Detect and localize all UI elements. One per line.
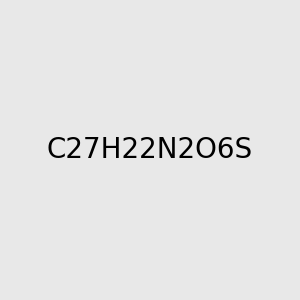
Text: C27H22N2O6S: C27H22N2O6S (47, 136, 253, 164)
